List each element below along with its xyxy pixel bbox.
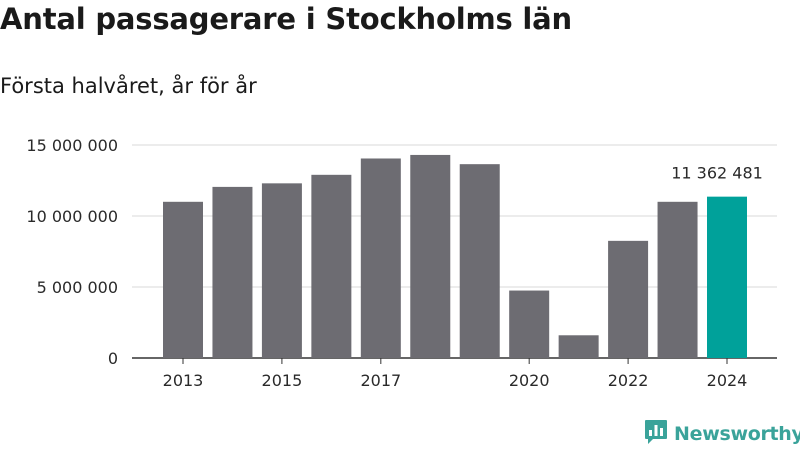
bar-2019 [459,164,500,358]
x-tick-label: 2024 [707,371,748,390]
y-tick-label: 0 [108,349,118,368]
x-tick-label: 2022 [608,371,649,390]
bar-2014 [212,186,253,358]
bar-2015 [261,183,302,358]
bar-2024 [707,196,747,358]
bar-2017 [360,158,401,358]
y-tick-label: 10 000 000 [26,207,118,226]
data-label-2024: 11 362 481 [671,164,763,183]
brand-logo: Newsworthy [644,420,800,448]
bar-2018 [410,154,451,358]
bar-2013 [163,201,203,358]
annotations: 11 362 481 [671,164,763,183]
bar-2020 [509,290,550,358]
x-tick-label: 2015 [262,371,303,390]
x-tick-label: 2017 [360,371,401,390]
chart-subtitle: Första halvåret, år för år [0,74,257,98]
bar-2023 [657,201,698,358]
y-tick-label: 5 000 000 [37,278,118,297]
bars [163,154,747,358]
bar-2021 [558,335,599,358]
bar-2016 [311,174,352,358]
x-tick-label: 2020 [509,371,550,390]
y-tick-label: 15 000 000 [26,136,118,155]
chart-title: Antal passagerare i Stockholms län [0,2,572,36]
y-axis-ticks: 0 5 000 000 10 000 000 15 000 000 [26,136,118,368]
x-axis-ticks: 2013 2015 2017 2020 2022 2024 [163,358,748,390]
x-tick-label: 2013 [163,371,204,390]
bar-2022 [608,240,649,358]
brand-name: Newsworthy [674,423,800,445]
newsworthy-logo-icon [644,419,668,449]
